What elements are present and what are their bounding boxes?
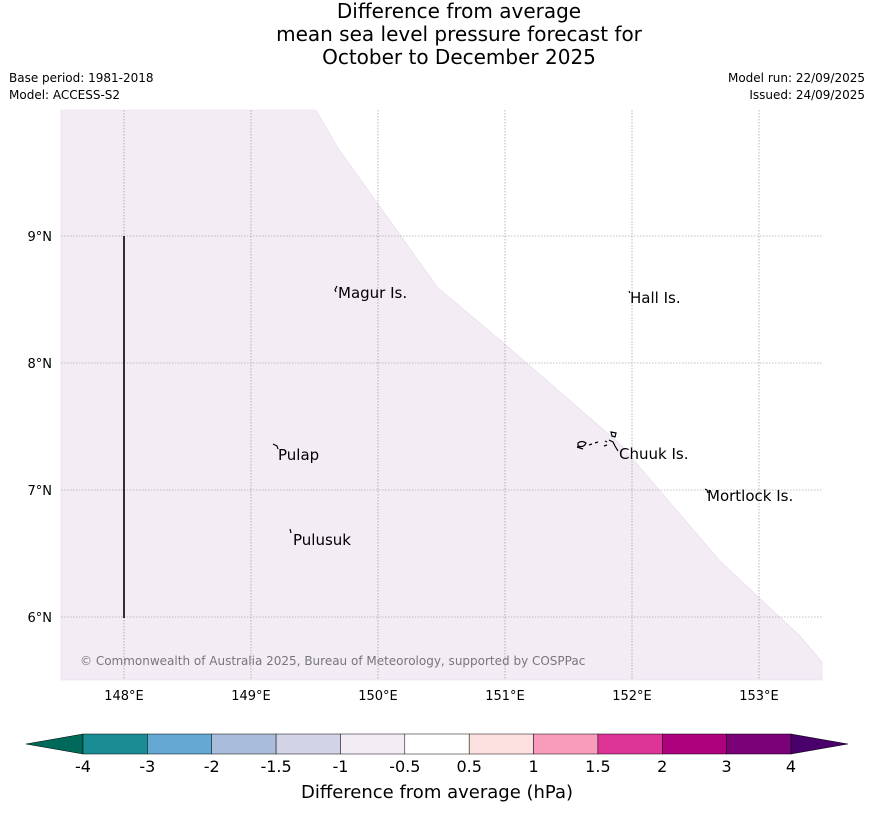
lon-label-149: 149°E — [231, 689, 271, 704]
colorbar-segment — [147, 733, 212, 755]
colorbar-tick-label: -1 — [332, 757, 348, 776]
issued-date: Issued: 24/09/2025 — [749, 88, 865, 102]
island-mortlock — [704, 488, 709, 494]
label-magur: Magur Is. — [338, 284, 407, 302]
colorbar-segment — [533, 733, 599, 755]
label-chuuk: Chuuk Is. — [619, 445, 688, 463]
lat-label-9: 9°N — [28, 230, 53, 245]
colorbar-segment — [275, 733, 341, 755]
island-chuuk — [576, 431, 619, 452]
colorbar-tick-label: 1 — [528, 757, 538, 776]
label-hall: Hall Is. — [630, 289, 681, 307]
lat-axis-labels: 9°N 8°N 7°N 6°N — [28, 230, 53, 626]
colorbar-segment — [662, 733, 727, 755]
lat-label-6: 6°N — [28, 611, 53, 626]
map-panel: Magur Is. Hall Is. Pulap Chuuk Is. Mortl… — [60, 109, 823, 681]
lon-label-150: 150°E — [358, 689, 398, 704]
colorbar-segments — [82, 733, 792, 755]
colorbar-tick-label: -4 — [75, 757, 91, 776]
colorbar-segment — [468, 733, 534, 755]
colorbar-tick-label: -0.5 — [389, 757, 420, 776]
colorbar-segment — [82, 733, 148, 755]
anomaly-shading — [60, 109, 823, 681]
island-pulap — [272, 443, 279, 450]
colorbar-tick-label: 1.5 — [585, 757, 610, 776]
model-name: Model: ACCESS-S2 — [9, 88, 121, 102]
label-mortlock: Mortlock Is. — [707, 487, 793, 505]
lon-label-151: 151°E — [485, 689, 525, 704]
colorbar-over-arrow — [790, 733, 849, 755]
islands — [272, 285, 709, 534]
lat-label-8: 8°N — [28, 357, 53, 372]
lon-axis-labels: 148°E 149°E 150°E 151°E 152°E 153°E — [104, 689, 779, 704]
title-line-2: mean sea level pressure forecast for — [276, 22, 642, 46]
credit-text: © Commonwealth of Australia 2025, Bureau… — [80, 654, 585, 668]
colorbar-tick-label: 2 — [657, 757, 667, 776]
colorbar-segment — [211, 733, 277, 755]
colorbar-segment — [726, 733, 792, 755]
lon-label-152: 152°E — [612, 689, 652, 704]
map-title: Difference from average mean sea level p… — [0, 0, 873, 69]
title-line-3: October to December 2025 — [322, 45, 596, 69]
label-pulusuk: Pulusuk — [293, 531, 351, 549]
lon-label-148: 148°E — [104, 689, 144, 704]
colorbar-tick-label: -1.5 — [260, 757, 291, 776]
colorbar-ticks: -4 -3 -2 -1.5 -1 -0.5 0.5 1 1.5 2 3 4 — [75, 757, 796, 776]
colorbar-segment — [340, 733, 406, 755]
colorbar-tick-label: -2 — [204, 757, 220, 776]
colorbar-tick-label: -3 — [139, 757, 155, 776]
title-line-1: Difference from average — [336, 0, 582, 23]
colorbar-tick-label: 4 — [786, 757, 796, 776]
colorbar-tick-label: 3 — [722, 757, 732, 776]
colorbar-segment — [404, 733, 470, 755]
model-run: Model run: 22/09/2025 — [727, 71, 865, 85]
colorbar-tick-label: 0.5 — [456, 757, 481, 776]
lat-label-7: 7°N — [28, 484, 53, 499]
colorbar: -4 -3 -2 -1.5 -1 -0.5 0.5 1 1.5 2 3 4 Difference fr… — [25, 733, 849, 803]
island-pulusuk — [289, 528, 292, 534]
island-hall — [628, 290, 631, 294]
meta-left: Base period: 1981-2018 Model: ACCESS-S2 — [9, 70, 154, 104]
colorbar-under-arrow — [25, 733, 84, 755]
meta-right: Model run: 22/09/2025 Issued: 24/09/2025 — [728, 70, 865, 104]
label-pulap: Pulap — [278, 446, 319, 464]
base-period: Base period: 1981-2018 — [9, 71, 154, 85]
lon-label-153: 153°E — [739, 689, 779, 704]
colorbar-label: Difference from average (hPa) — [301, 782, 573, 803]
gridlines — [61, 110, 822, 680]
island-magur — [334, 285, 338, 293]
colorbar-segment — [597, 733, 663, 755]
